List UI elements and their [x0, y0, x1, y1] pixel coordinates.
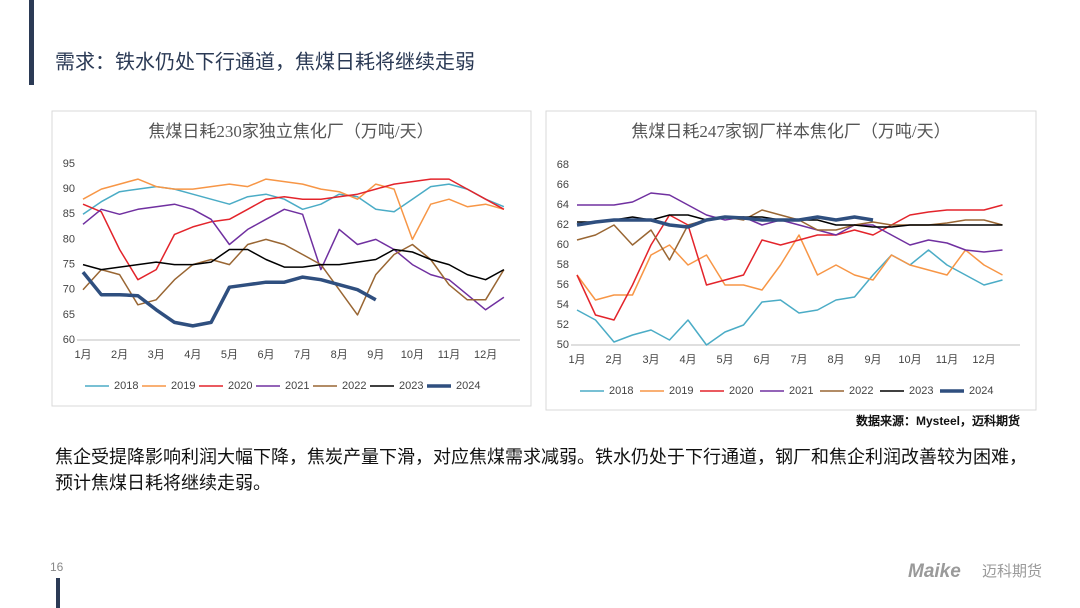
y-tick-label: 50	[557, 339, 569, 351]
accent-bar	[56, 578, 60, 608]
x-tick-label: 4月	[184, 349, 201, 361]
x-tick-label: 7月	[294, 349, 311, 361]
x-tick-label: 4月	[679, 354, 696, 366]
x-tick-label: 12月	[474, 349, 497, 361]
accent-bar	[29, 0, 34, 85]
series-line	[82, 178, 505, 241]
series-line	[577, 192, 1003, 253]
legend-label: 2021	[789, 385, 813, 397]
series-line	[82, 238, 505, 316]
logo-name: 迈科期货	[982, 563, 1042, 580]
legend-label: 2019	[669, 385, 693, 397]
y-tick-label: 95	[63, 158, 75, 170]
y-tick-label: 70	[63, 284, 75, 296]
series-line	[576, 234, 1003, 301]
x-tick-label: 5月	[221, 349, 238, 361]
x-tick-label: 11月	[936, 354, 958, 366]
x-tick-label: 11月	[438, 349, 460, 361]
chart-title: 焦煤日耗247家钢厂样本焦化厂（万吨/天）	[631, 122, 950, 141]
chart-title: 焦煤日耗230家独立焦化厂（万吨/天）	[148, 122, 433, 141]
y-tick-label: 62	[557, 219, 569, 231]
y-tick-label: 64	[557, 199, 569, 211]
chart-frame	[545, 110, 1037, 411]
legend-label: 2022	[849, 385, 873, 397]
x-tick-label: 3月	[148, 349, 165, 361]
legend-label: 2021	[285, 380, 309, 392]
x-tick-label: 9月	[367, 349, 384, 361]
series-line	[82, 203, 505, 311]
legend-label: 2020	[729, 385, 753, 397]
x-tick-label: 3月	[642, 354, 659, 366]
x-tick-label: 10月	[898, 354, 921, 366]
x-tick-label: 7月	[790, 354, 807, 366]
slide-title: 需求：铁水仍处下行通道，焦煤日耗将继续走弱	[55, 50, 475, 73]
logo-brand: Maike	[908, 561, 961, 582]
y-tick-label: 54	[557, 299, 569, 311]
chart-frame	[51, 110, 532, 407]
legend-label: 2024	[456, 380, 480, 392]
y-tick-label: 60	[557, 239, 569, 251]
y-tick-label: 80	[63, 233, 75, 245]
series-line	[81, 270, 377, 328]
y-tick-label: 68	[557, 159, 569, 171]
legend-label: 2019	[171, 380, 195, 392]
x-tick-label: 2月	[111, 349, 128, 361]
x-tick-label: 10月	[401, 349, 424, 361]
y-tick-label: 52	[557, 319, 569, 331]
series-line	[82, 183, 505, 215]
legend-label: 2018	[609, 385, 633, 397]
x-tick-label: 5月	[716, 354, 733, 366]
legend-label: 2024	[969, 385, 993, 397]
legend-label: 2020	[228, 380, 252, 392]
x-tick-label: 2月	[605, 354, 622, 366]
x-tick-label: 8月	[331, 349, 348, 361]
y-tick-label: 56	[557, 279, 569, 291]
x-tick-label: 12月	[972, 354, 995, 366]
legend-label: 2023	[399, 380, 423, 392]
page-number: 16	[50, 560, 64, 574]
legend-label: 2023	[909, 385, 933, 397]
body-text: 焦企受提降影响利润大幅下降，焦炭产量下滑，对应焦煤需求减弱。铁水仍处于下行通道，…	[55, 447, 1027, 493]
x-tick-label: 1月	[568, 354, 585, 366]
y-tick-label: 66	[557, 179, 569, 191]
series-line	[576, 249, 1003, 346]
x-tick-label: 9月	[864, 354, 881, 366]
series-line	[576, 204, 1003, 321]
series-line	[82, 178, 505, 281]
x-tick-label: 1月	[74, 349, 91, 361]
y-tick-label: 60	[63, 334, 75, 346]
y-tick-label: 58	[557, 259, 569, 271]
y-tick-label: 85	[63, 208, 75, 220]
source: 数据来源：Mysteel，迈科期货	[856, 413, 1020, 428]
legend-label: 2022	[342, 380, 366, 392]
y-tick-label: 65	[63, 309, 75, 321]
x-tick-label: 6月	[753, 354, 770, 366]
y-tick-label: 90	[63, 183, 75, 195]
x-tick-label: 8月	[827, 354, 844, 366]
series-line	[82, 248, 505, 281]
y-tick-label: 75	[63, 258, 75, 270]
series-line	[576, 215, 874, 229]
x-tick-label: 6月	[257, 349, 274, 361]
legend-label: 2018	[114, 380, 138, 392]
